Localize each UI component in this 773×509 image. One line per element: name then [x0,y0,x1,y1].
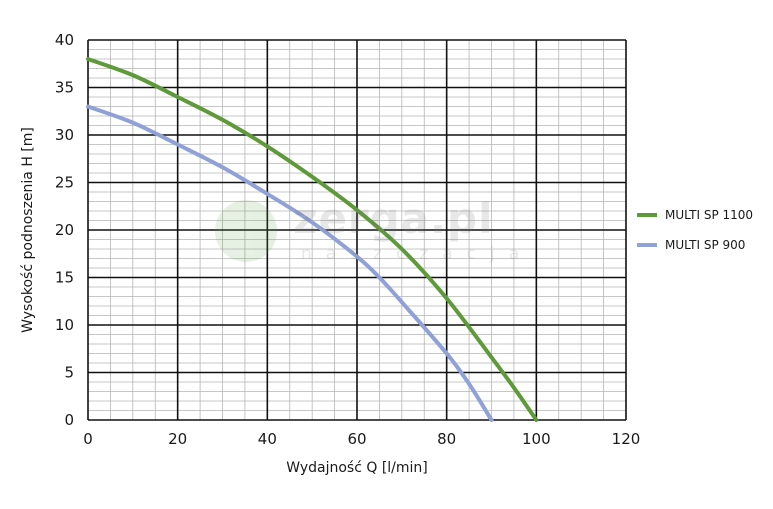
y-tick-label: 35 [55,79,74,97]
x-tick-label: 100 [522,430,551,448]
x-axis-title: Wydajność Q [l/min] [286,460,428,476]
y-tick-label: 10 [55,316,74,334]
x-tick-label: 120 [612,430,641,448]
y-tick-label: 15 [55,269,74,287]
x-tick-label: 40 [258,430,277,448]
y-tick-label: 25 [55,174,74,192]
x-tick-labels: 0 20 40 60 80 100 120 [83,430,640,448]
major-gridlines [87,39,627,421]
y-tick-label: 5 [64,364,74,382]
series-line-2 [86,104,494,422]
legend: MULTI SP 1100 MULTI SP 900 [637,208,753,252]
legend-label-2: MULTI SP 900 [665,238,745,252]
y-tick-label: 30 [55,126,74,144]
series-layer [86,57,539,422]
y-tick-label: 0 [64,411,74,429]
y-tick-label: 20 [55,221,74,239]
x-tick-label: 20 [168,430,187,448]
x-tick-label: 0 [83,430,93,448]
x-tick-label: 80 [437,430,456,448]
y-tick-labels: 0 5 10 15 20 25 30 35 40 [55,31,74,429]
x-tick-label: 60 [347,430,366,448]
legend-label-1: MULTI SP 1100 [665,208,753,222]
y-tick-label: 40 [55,31,74,49]
y-axis-title: Wysokość podnoszenia H [m] [20,127,36,333]
series-line-1 [86,57,539,422]
